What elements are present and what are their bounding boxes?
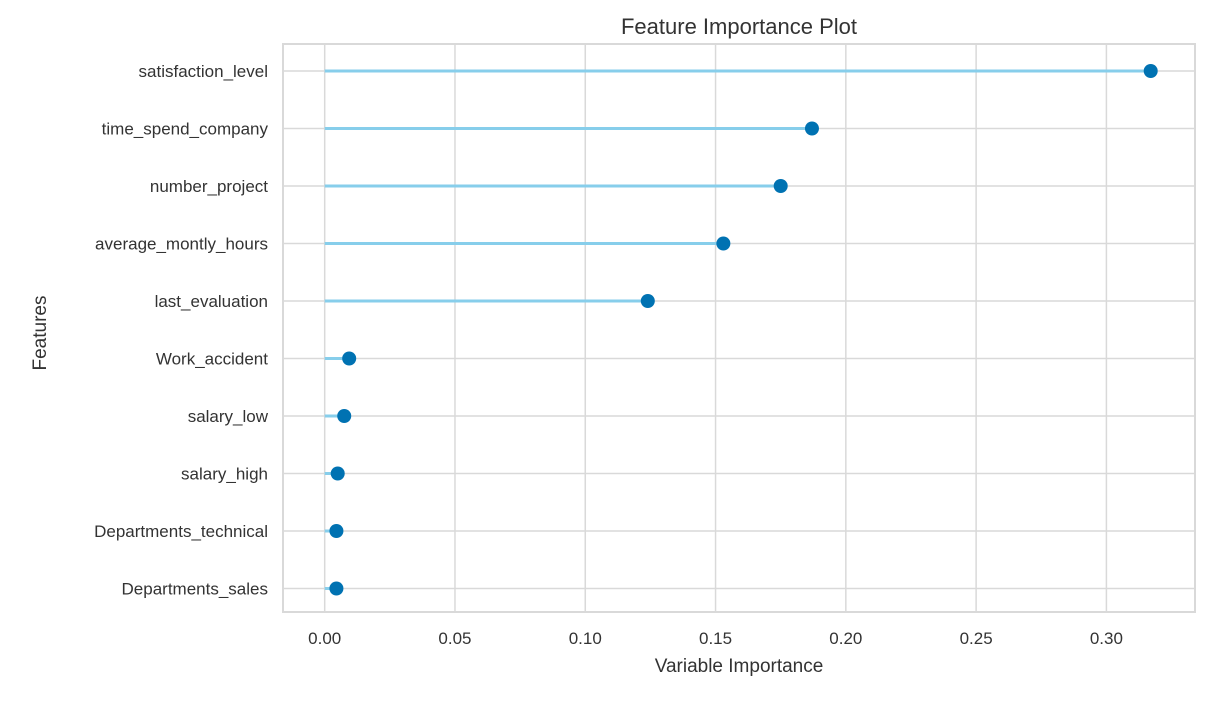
importance-point: [1143, 64, 1158, 78]
importance-point: [640, 294, 655, 308]
importance-point: [337, 409, 352, 423]
y-tick-label: salary_high: [181, 465, 268, 484]
markers: [329, 64, 1158, 596]
y-tick-label: satisfaction_level: [139, 62, 268, 81]
importance-point: [804, 121, 819, 136]
y-tick-label: Departments_sales: [122, 580, 268, 599]
y-axis-title: Features: [30, 296, 51, 371]
y-tick-label: Departments_technical: [94, 522, 268, 541]
importance-point: [342, 351, 357, 366]
importance-point: [330, 466, 345, 481]
y-tick-label: Work_accident: [156, 350, 268, 369]
importance-point: [329, 581, 344, 596]
y-tick-label: number_project: [150, 177, 268, 196]
x-tick-label: 0.20: [829, 629, 862, 648]
x-tick-label: 0.30: [1090, 629, 1123, 648]
y-tick-labels: satisfaction_level time_spend_companynumb…: [94, 62, 269, 599]
x-tick-label: 0.05: [438, 629, 471, 648]
x-tick-label: 0.00: [308, 629, 341, 648]
stems: [324, 69, 1151, 590]
y-tick-label: average_montly_hours: [95, 235, 268, 254]
importance-point: [773, 179, 788, 193]
x-tick-labels: 0.00 0.05 0.10 0.15 0.20 0.25 0.30: [308, 629, 1123, 648]
x-axis-title: Variable Importance: [655, 656, 824, 677]
x-tick-label: 0.15: [699, 629, 732, 648]
plot-frame: [282, 43, 1196, 613]
y-tick-label: last_evaluation: [155, 292, 268, 311]
importance-point: [716, 236, 731, 251]
y-tick-label: salary_low: [188, 407, 269, 426]
chart-title: Feature Importance Plot: [621, 14, 857, 39]
x-tick-label: 0.10: [569, 629, 602, 648]
importance-point: [329, 524, 344, 538]
y-tick-label: time_spend_company: [102, 120, 269, 139]
x-tick-label: 0.25: [960, 629, 993, 648]
